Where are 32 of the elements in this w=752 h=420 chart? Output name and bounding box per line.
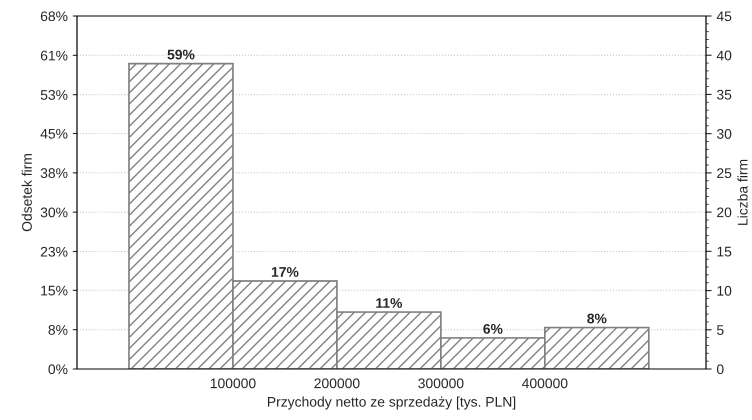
- y2-tick-label: 25: [717, 168, 732, 178]
- y-tick-label: 45%: [40, 128, 68, 139]
- x-tick-label: 200000: [314, 378, 360, 388]
- y-axis-title: Odsetek firm: [22, 154, 32, 232]
- y2-tick-label: 30: [716, 129, 732, 139]
- y2-tick-label: 35: [716, 90, 732, 100]
- y-tick-label: 15%: [41, 286, 68, 296]
- x-tick-label: 300000: [418, 378, 464, 388]
- y2-tick-label: 45: [716, 11, 732, 22]
- x-axis-title: Przychody netto ze sprzedaży [tys. PLN]: [268, 396, 516, 410]
- data-label: 17%: [272, 267, 298, 277]
- y2-axis-title: Liczba firm: [737, 160, 748, 225]
- data-label: 59%: [167, 50, 194, 60]
- y-tick-label: 8%: [48, 324, 68, 335]
- data-label: 6%: [483, 324, 503, 334]
- y-tick-label: 0%: [48, 364, 68, 374]
- y-tick-label: 30%: [40, 208, 68, 218]
- y-tick-label: 53%: [40, 90, 68, 100]
- y-tick-label: 68%: [40, 11, 68, 22]
- y-tick-label: 38%: [40, 168, 68, 178]
- y-tick-label: 23%: [40, 246, 68, 257]
- y2-tick-label: 5: [716, 325, 724, 335]
- x-tick-label: 100000: [210, 378, 256, 388]
- y2-tick-label: 40: [716, 50, 732, 60]
- y2-tick-label: 0: [716, 364, 724, 374]
- data-label: 11%: [376, 298, 402, 308]
- y2-tick-label: 20: [717, 207, 732, 218]
- x-tick-label: 400000: [522, 378, 568, 388]
- y2-tick-label: 10: [717, 286, 732, 296]
- y-tick-label: 61%: [40, 50, 68, 61]
- data-label: 8%: [587, 314, 607, 324]
- y2-tick-label: 15: [717, 246, 732, 257]
